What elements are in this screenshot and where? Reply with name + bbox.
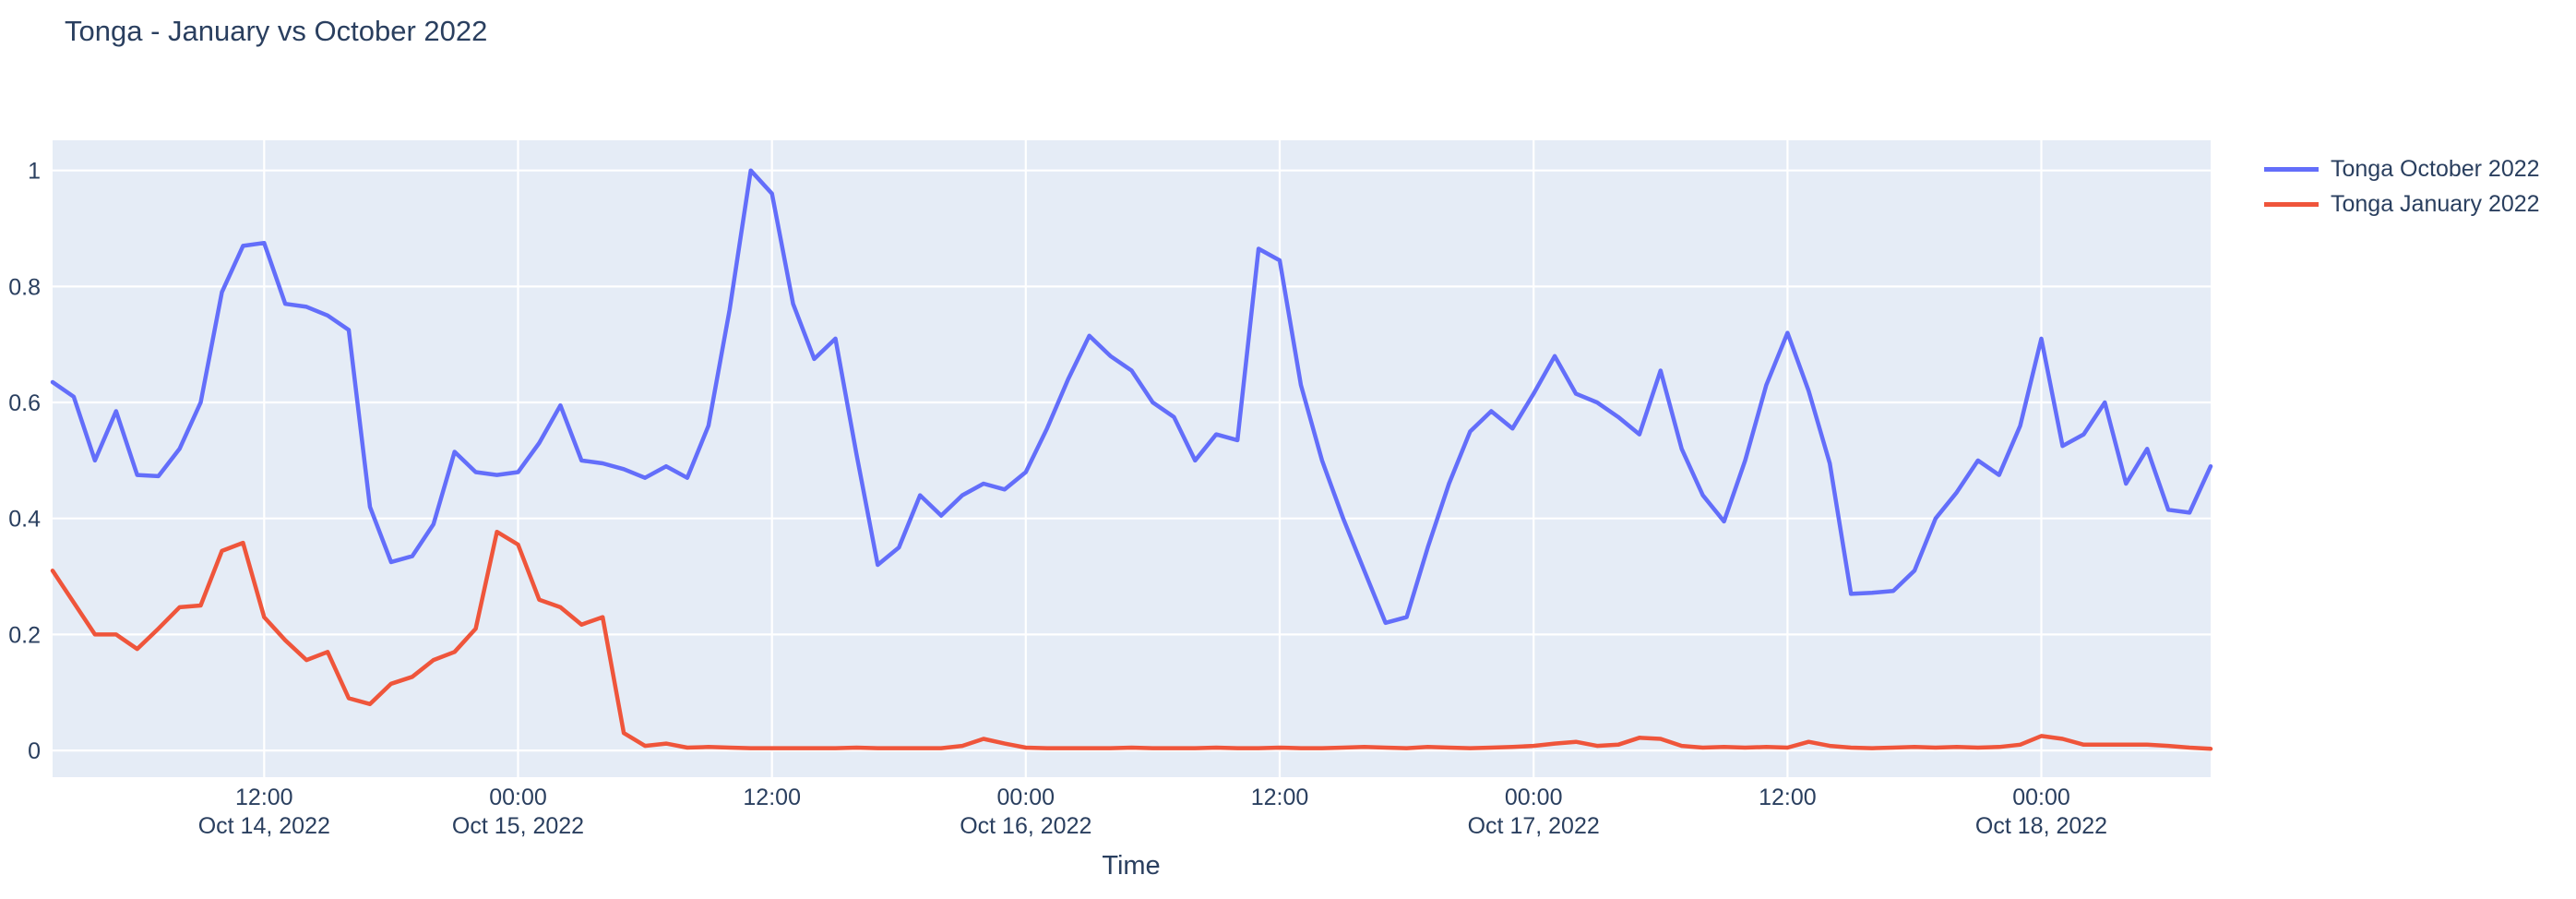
y-tick-label: 0 <box>28 738 41 764</box>
x-tick-time-label: 12:00 <box>1759 785 1817 810</box>
x-tick-time-label: 12:00 <box>1251 785 1309 810</box>
x-tick-date-label: Oct 16, 2022 <box>960 813 1091 839</box>
y-tick-label: 0.8 <box>8 274 41 300</box>
series-line-tonga-january-2022[interactable] <box>50 529 2213 751</box>
x-tick-date-label: Oct 17, 2022 <box>1468 813 1600 839</box>
x-tick-time-label: 00:00 <box>2012 785 2070 810</box>
x-tick-date-label: Oct 18, 2022 <box>1975 813 2107 839</box>
y-tick-label: 0.4 <box>8 507 41 533</box>
x-tick-date-label: Oct 14, 2022 <box>198 813 330 839</box>
legend-line-swatch-icon <box>2264 166 2319 172</box>
x-tick-time-label: 00:00 <box>997 785 1055 810</box>
x-tick-time-label: 00:00 <box>1505 785 1563 810</box>
x-tick-time-label: 12:00 <box>743 785 801 810</box>
series-line-tonga-october-2022[interactable] <box>50 168 2213 626</box>
y-tick-label: 0.2 <box>8 622 41 648</box>
plot-area-background[interactable] <box>53 140 2211 777</box>
x-tick-time-label: 00:00 <box>489 785 547 810</box>
x-tick-date-label: Oct 15, 2022 <box>452 813 584 839</box>
legend-item-label: Tonga January 2022 <box>2331 190 2540 217</box>
legend-item-tonga-october-2022[interactable]: Tonga October 2022 <box>2264 151 2540 186</box>
legend: Tonga October 2022 Tonga January 2022 <box>2264 151 2540 222</box>
y-tick-label: 1 <box>28 159 41 185</box>
x-axis-title: Time <box>1102 851 1161 881</box>
legend-line-swatch-icon <box>2264 201 2319 207</box>
legend-item-tonga-january-2022[interactable]: Tonga January 2022 <box>2264 186 2540 222</box>
chart-title: Tonga - January vs October 2022 <box>65 15 488 47</box>
legend-item-label: Tonga October 2022 <box>2331 155 2540 182</box>
y-tick-label: 0.6 <box>8 390 41 416</box>
x-tick-time-label: 12:00 <box>235 785 293 810</box>
